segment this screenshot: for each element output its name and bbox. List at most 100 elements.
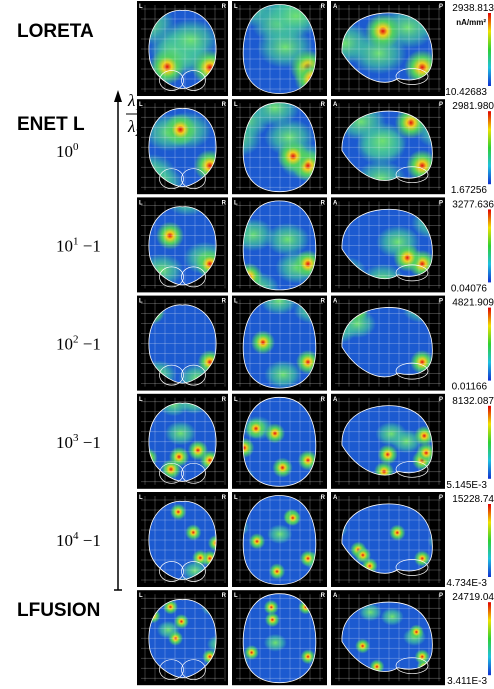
hotspot (389, 525, 405, 541)
colorbar-min: 3.411E-3 (447, 676, 487, 687)
view-label: L (139, 4, 143, 10)
colorbar-max: 2981.980 (452, 101, 494, 112)
colorbar-max: 3277.636 (452, 199, 494, 210)
lambda-base: 10 (56, 142, 73, 161)
colorbar (488, 406, 491, 479)
hotspot (244, 645, 259, 660)
lambda-base: 10 (56, 236, 73, 255)
view-label: R (222, 4, 227, 10)
colorbar-max: 2938.813 (452, 3, 494, 14)
lambda-rest: −1 (79, 531, 101, 550)
lambda-label: 103 −1 (56, 432, 101, 452)
brain-panel: LR (137, 492, 228, 596)
view-label: A (333, 4, 338, 10)
colorbar (488, 504, 491, 577)
brain-panel: AP (312, 196, 455, 297)
hotspot (272, 458, 292, 478)
view-label: L (139, 299, 143, 305)
colorbar (488, 602, 491, 675)
view-label: A (333, 299, 338, 305)
view-label: L (139, 495, 143, 501)
view-label: L (234, 200, 238, 206)
view-label: R (321, 299, 326, 305)
view-label: R (222, 299, 227, 305)
lambda-rest: −1 (79, 335, 101, 354)
hotspot (265, 423, 285, 443)
view-label: L (234, 4, 238, 10)
brain-panel: AP (320, 294, 445, 390)
view-label: L (139, 593, 143, 599)
view-label: L (234, 593, 238, 599)
view-label: R (222, 593, 227, 599)
hotspot (251, 330, 275, 354)
view-label: L (234, 397, 238, 403)
hotspot (269, 563, 285, 579)
activation (264, 634, 287, 652)
axis-arrow (114, 90, 122, 102)
hotspot (264, 600, 279, 615)
brain-panel: LR (119, 99, 228, 206)
hotspot (393, 244, 421, 272)
colorbar (488, 13, 491, 86)
colorbar-min: 0.04076 (451, 283, 488, 294)
view-label: A (333, 102, 338, 108)
hotspot (170, 504, 186, 520)
view-label: L (234, 495, 238, 501)
view-label: R (222, 397, 227, 403)
colorbar-min: 4.734E-3 (446, 578, 487, 589)
view-label: L (139, 200, 143, 206)
hotspot (185, 524, 201, 540)
brain-panel: LR (137, 183, 243, 306)
view-label: P (439, 397, 443, 403)
hotspot (285, 510, 301, 526)
method-label: ENET L (17, 114, 85, 135)
brain-panel: LR (211, 197, 327, 304)
view-label: R (321, 397, 326, 403)
colorbar (488, 209, 491, 282)
view-label: R (222, 200, 227, 206)
view-label: R (321, 102, 326, 108)
view-label: L (139, 102, 143, 108)
view-label: P (439, 593, 443, 599)
hotspot (249, 533, 265, 549)
lambda-rest: −1 (79, 236, 101, 255)
colorbar-max: 8132.087 (452, 396, 494, 407)
lambda-base: 10 (56, 531, 73, 550)
view-label: A (333, 495, 338, 501)
view-label: R (222, 102, 227, 108)
denominator: λ (127, 117, 135, 136)
hotspot (246, 418, 266, 438)
colorbar-unit: nA/mm² (456, 18, 486, 27)
view-label: P (439, 299, 443, 305)
lambda-label: 102 −1 (56, 334, 101, 354)
brain-panel: AP (329, 394, 445, 491)
activation (381, 608, 404, 626)
hotspot (164, 114, 196, 146)
lambda-base: 10 (56, 433, 73, 452)
view-label: A (333, 397, 338, 403)
method-label: LORETA (17, 21, 94, 42)
view-label: R (321, 4, 326, 10)
view-label: P (439, 495, 443, 501)
view-label: L (234, 102, 238, 108)
view-label: L (234, 299, 238, 305)
colorbar (488, 111, 491, 184)
hotspot (174, 614, 189, 629)
colorbar-min: 10.42683 (445, 87, 487, 98)
view-label: L (139, 397, 143, 403)
lambda-label: 104 −1 (56, 530, 101, 550)
hotspot (409, 624, 424, 639)
hotspot (277, 140, 309, 172)
colorbar-min: 0.01166 (452, 382, 488, 393)
colorbar-max: 24719.04 (452, 592, 494, 603)
